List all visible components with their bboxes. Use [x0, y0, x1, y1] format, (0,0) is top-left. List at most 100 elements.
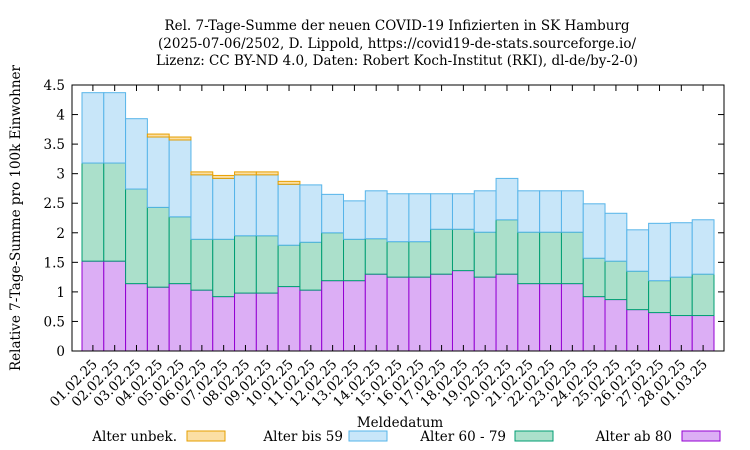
bar-segment-2-0	[81, 92, 105, 164]
bar-segment-1-26	[648, 280, 671, 314]
bar-segment-2-9	[277, 183, 301, 246]
bar-segment-2-24	[604, 212, 628, 262]
bar-segment-0-20	[517, 283, 541, 352]
legend-label: Alter unbek.	[91, 429, 177, 445]
bar-segment-0-2	[125, 283, 148, 352]
bar-segment-1-17	[451, 228, 475, 272]
x-axis-label: Meldedatum	[357, 415, 444, 431]
bar-segment-2-23	[582, 203, 606, 259]
bar-segment-3-9	[277, 180, 301, 185]
legend-label: Alter bis 59	[262, 429, 343, 445]
bar-segment-0-4	[168, 283, 192, 352]
bar-segment-2-12	[343, 200, 366, 240]
bar-segment-2-7	[234, 174, 257, 237]
y-tick-label: 1	[56, 285, 65, 301]
legend-swatch-2	[514, 430, 554, 442]
legend-swatch-0	[186, 430, 226, 442]
bar-segment-0-18	[473, 276, 497, 352]
bar-segment-0-24	[604, 299, 628, 352]
y-tick-label: 3.5	[44, 137, 65, 153]
chart-title-line-1: Rel. 7-Tage-Summe der neuen COVID-19 Inf…	[164, 18, 629, 34]
bar-segment-1-20	[517, 231, 541, 285]
bar-segment-3-5	[190, 171, 214, 176]
bar-segment-0-0	[81, 260, 105, 352]
bar-segment-1-1	[103, 162, 127, 262]
bar-segment-1-8	[255, 235, 279, 294]
bar-segment-2-21	[539, 190, 562, 233]
bar-segment-2-11	[321, 193, 345, 234]
bar-segment-1-16	[430, 228, 453, 275]
legend-label: Alter 60 - 79	[419, 429, 506, 445]
bar-segment-1-2	[125, 188, 148, 285]
bar-segment-1-27	[669, 276, 693, 317]
bar-segment-0-7	[234, 292, 257, 352]
bar-segment-0-12	[343, 280, 366, 352]
y-tick-label: 4.5	[44, 78, 65, 94]
bar-segment-2-4	[168, 139, 192, 218]
bar-segment-0-8	[255, 292, 279, 352]
y-tick-label: 2	[56, 226, 65, 242]
bar-segment-2-13	[364, 190, 388, 240]
bar-segment-1-23	[582, 257, 606, 298]
bar-segment-0-3	[146, 286, 170, 352]
bar-segment-2-27	[669, 222, 693, 278]
legend-swatch-3	[681, 430, 721, 442]
bar-segment-2-1	[103, 92, 127, 164]
legend-label: Alter ab 80	[595, 429, 672, 445]
bar-segment-1-24	[604, 260, 628, 301]
bar-segment-0-14	[386, 276, 410, 352]
bar-segment-1-21	[539, 231, 562, 285]
bar-segment-1-19	[495, 219, 519, 275]
bar-segment-0-17	[451, 270, 475, 352]
bar-segment-0-6	[212, 296, 236, 352]
bar-segment-1-25	[626, 270, 650, 311]
bar-segment-2-25	[626, 229, 650, 272]
y-tick-label: 0.5	[44, 314, 65, 330]
bar-segment-1-4	[168, 216, 192, 285]
bar-segment-2-28	[691, 219, 715, 275]
bar-segment-2-18	[473, 190, 497, 233]
bar-segment-1-13	[364, 238, 388, 275]
bar-segment-2-15	[408, 193, 432, 243]
bar-segment-0-21	[539, 283, 562, 352]
bar-segment-2-14	[386, 193, 410, 243]
bar-segment-1-6	[212, 238, 236, 298]
bar-segment-3-7	[234, 171, 257, 176]
y-tick-label: 0	[56, 344, 65, 360]
bar-segment-2-2	[125, 118, 148, 190]
bar-segment-1-14	[386, 241, 410, 278]
bar-segment-1-9	[277, 244, 301, 288]
y-tick-label: 4	[56, 108, 65, 124]
bar-segment-2-19	[495, 177, 519, 221]
y-axis-label: Relative 7-Tage-Summe pro 100k Einwohner	[8, 64, 24, 371]
bar-segment-1-28	[691, 273, 715, 317]
legend: Alter unbek. Alter bis 59 Alter 60 - 79 Alt…	[91, 429, 721, 445]
bar-segment-1-7	[234, 235, 257, 294]
bar-segment-2-17	[451, 193, 475, 230]
y-axis: 0 0.5 1 1.5 2 2.5 3 3.5 4 4.5	[44, 78, 724, 360]
bar-segment-0-22	[560, 283, 584, 352]
bar-segment-3-3	[146, 133, 170, 138]
bar-segment-3-8	[255, 171, 279, 176]
chart-title-line-2: (2025-07-06/2502, D. Lippold, https://co…	[158, 36, 636, 52]
bar-segment-2-6	[212, 177, 236, 240]
bar-segment-0-19	[495, 273, 519, 352]
y-tick-label: 1.5	[44, 255, 65, 271]
bar-segment-2-26	[648, 222, 671, 282]
bar-segment-2-8	[255, 174, 279, 237]
bar-segment-0-9	[277, 286, 301, 352]
bar-segment-2-16	[430, 193, 453, 230]
y-tick-label: 3	[56, 167, 65, 183]
bar-segment-0-15	[408, 276, 432, 352]
bar-segment-3-4	[168, 136, 192, 141]
bar-segment-1-5	[190, 238, 214, 291]
y-tick-label: 2.5	[44, 196, 65, 212]
bar-segment-0-11	[321, 280, 345, 352]
bar-segment-1-15	[408, 241, 432, 278]
bar-segment-0-10	[299, 289, 323, 352]
bar-segment-2-5	[190, 174, 214, 240]
bar-segment-3-6	[212, 174, 236, 179]
bar-segment-0-25	[626, 309, 650, 352]
bar-segment-0-5	[190, 289, 214, 352]
bar-segment-2-22	[560, 190, 584, 233]
